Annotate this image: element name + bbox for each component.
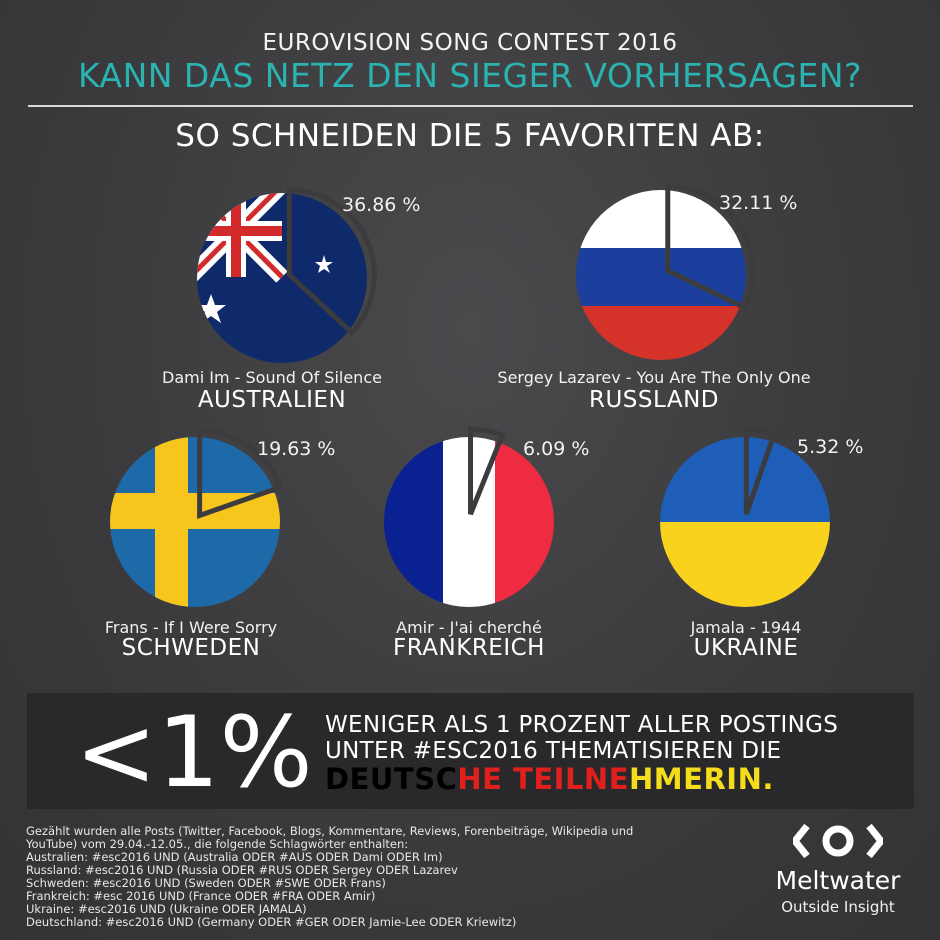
- pie-label-france-pct: 6.09 %: [523, 438, 590, 460]
- pie-slice-sweden: [197, 427, 284, 520]
- song-ukraine: Jamala - 1944: [690, 618, 802, 637]
- methodology-notes: Gezählt wurden alle Posts (Twitter, Face…: [26, 825, 666, 929]
- country-france: FRANKREICH: [393, 635, 545, 661]
- pie-label-russia-pct: 32.11 %: [719, 192, 798, 214]
- brand-name: Meltwater: [775, 866, 901, 895]
- pie-label-australia-pct: 36.86 %: [342, 194, 421, 216]
- pie-slice-russia: [665, 183, 756, 311]
- country-australia: AUSTRALIEN: [197, 387, 347, 413]
- country-russia: RUSSLAND: [588, 387, 719, 413]
- callout-panel: [27, 693, 914, 809]
- callout-line-2: UNTER #ESC2016 THEMATISIEREN DIE: [325, 738, 782, 764]
- callout-line-3: DEUTSCHE TEILNEHMERIN.: [325, 762, 774, 796]
- meltwater-logo-icon: [758, 820, 918, 866]
- song-australia: Dami Im - Sound Of Silence: [162, 368, 382, 387]
- country-ukraine: UKRAINE: [693, 635, 799, 661]
- brand-tagline: Outside Insight: [781, 898, 895, 916]
- pie-slice-france: [468, 426, 506, 516]
- callout-big-value: <1%: [75, 696, 313, 810]
- note-line: YouTube) vom 29.04.-12.05., die folgende…: [26, 837, 409, 851]
- callout-line-3-red: HE TEILNE: [457, 762, 630, 796]
- song-sweden: Frans - If I Were Sorry: [104, 618, 278, 637]
- note-line: Frankreich: #esc 2016 UND (France ODER #…: [26, 889, 376, 903]
- russia-flag: [576, 190, 746, 360]
- country-sweden: SCHWEDEN: [121, 635, 261, 661]
- section-subtitle: SO SCHNEIDEN DIE 5 FAVORITEN AB:: [175, 118, 765, 154]
- australia-flag: [197, 193, 367, 363]
- pie-slice-australia: [286, 187, 377, 336]
- note-line: Deutschland: #esc2016 UND (Germany ODER …: [26, 915, 517, 929]
- callout-line-3-black: DEUTSC: [325, 762, 458, 796]
- title-divider: [28, 105, 913, 107]
- question-title: KANN DAS NETZ DEN SIEGER VORHERSAGEN?: [77, 56, 863, 95]
- song-france: Amir - J'ai cherché: [396, 618, 542, 637]
- pie-label-sweden-pct: 19.63 %: [257, 438, 336, 460]
- song-russia: Sergey Lazarev - You Are The Only One: [497, 368, 811, 387]
- note-line: Ukraine: #esc2016 UND (Ukraine ODER JAMA…: [26, 902, 307, 916]
- note-line: Russland: #esc2016 UND (Russia ODER #RUS…: [26, 863, 458, 877]
- callout-line-1: WENIGER ALS 1 PROZENT ALLER POSTINGS: [325, 712, 839, 738]
- note-line: Schweden: #esc2016 UND (Sweden ODER #SWE…: [26, 876, 386, 890]
- sweden-flag: [110, 437, 280, 607]
- pie-label-ukraine-pct: 5.32 %: [797, 436, 864, 458]
- pie-slice-ukraine: [743, 426, 778, 515]
- event-title: EUROVISION SONG CONTEST 2016: [262, 30, 678, 56]
- note-line: Australien: #esc2016 UND (Australia ODER…: [26, 850, 443, 864]
- callout-line-3-gold: HMERIN.: [629, 762, 774, 796]
- note-line: Gezählt wurden alle Posts (Twitter, Face…: [26, 824, 634, 838]
